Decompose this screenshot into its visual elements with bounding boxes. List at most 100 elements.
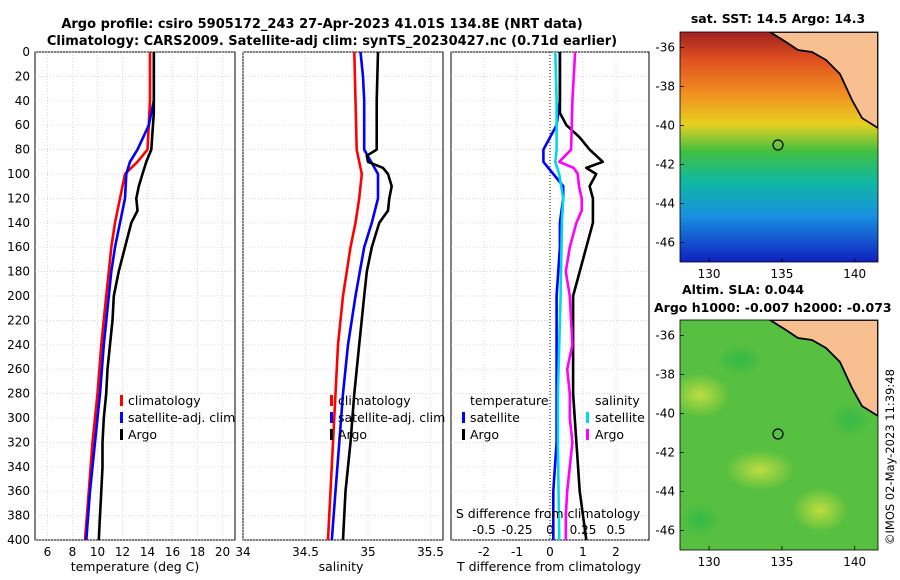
s-difference-tick-label: -0.5 [472, 523, 495, 537]
legend-title-salinity: salinity [595, 393, 640, 408]
salinity-legend: climatology satellite-adj. clim Argo [330, 393, 445, 442]
profile-series [83, 51, 605, 541]
legend-swatch-climatology [330, 395, 333, 406]
x-axes: 6 8 10 12 14 16 18 20 34 34.5 35 35.5 -2 -1 0 1 2-0.5 -0.… [44, 523, 626, 559]
difference-tick-label: -2 [478, 545, 490, 559]
temperature-tick-label: 20 [215, 545, 230, 559]
s-difference-tick-label: 0.5 [606, 523, 625, 537]
sla-anomaly [715, 344, 765, 376]
depth-tick-label: 400 [7, 533, 30, 547]
depth-tick-label: 100 [7, 167, 30, 181]
legend-label-t-satellite: satellite [470, 410, 520, 425]
figure-title-line1: Argo profile: csiro 5905172_243 27-Apr-2… [61, 17, 582, 32]
depth-tick-label: 0 [22, 45, 30, 59]
sla-anomaly [680, 373, 730, 417]
legend-swatch-satellite-adj [120, 412, 123, 423]
map-lon-tick-label: 135 [770, 555, 793, 569]
depth-axis: 0 20 40 60 80 100 120 140 160 180 200 220 240 260 280 3… [7, 45, 30, 547]
depth-tick-label: 340 [7, 460, 30, 474]
difference-tick-label: -1 [511, 545, 523, 559]
difference-tick-label: 1 [579, 545, 587, 559]
legend-swatch-argo [120, 429, 123, 440]
salinity-tick-label: 34.5 [292, 545, 319, 559]
sst-map-title: sat. SST: 14.5 Argo: 14.3 [691, 11, 865, 26]
map-lat-tick-label: -46 [655, 524, 675, 538]
sla-map-axes: -36 -38 -40 -42 -44 -46 130 135 140 [655, 329, 866, 569]
legend-swatch-t-satellite [462, 412, 465, 423]
depth-tick-label: 160 [7, 240, 30, 254]
map-lon-tick-label: 140 [843, 267, 866, 281]
depth-tick-label: 280 [7, 387, 30, 401]
difference-salinity-argo-line [557, 51, 584, 540]
map-lat-tick-label: -44 [655, 197, 675, 211]
salinity-tick-label: 35 [360, 545, 375, 559]
difference-salinity-satellite-line [553, 51, 565, 541]
depth-tick-label: 380 [7, 509, 30, 523]
salinity-tick-label: 34 [235, 545, 250, 559]
sla-map-frame [679, 319, 879, 551]
map-lat-tick-label: -46 [655, 236, 675, 250]
legend-swatch-climatology [120, 395, 123, 406]
map-lat-tick-label: -36 [655, 41, 675, 55]
salinity-tick-label: 35.5 [417, 545, 444, 559]
sla-anomaly [725, 450, 795, 490]
sst-land [768, 32, 878, 130]
temperature-tick-label: 8 [69, 545, 77, 559]
sla-land [768, 320, 878, 418]
temperature-argo-line [97, 52, 156, 541]
map-lat-tick-label: -40 [655, 119, 675, 133]
depth-tick-label: 320 [7, 435, 30, 449]
depth-tick-label: 140 [7, 216, 30, 230]
difference-xlabel-top: S difference from climatology [456, 506, 641, 521]
legend-label-argo: Argo [128, 427, 157, 442]
legend-swatch-s-argo [586, 429, 589, 440]
map-lat-tick-label: -38 [655, 80, 675, 94]
sla-anomaly [792, 488, 848, 532]
legend-title-temperature: temperature [470, 393, 549, 408]
map-lon-tick-label: 130 [698, 555, 721, 569]
sla-anomaly [828, 402, 872, 438]
map-lon-tick-label: 135 [770, 267, 793, 281]
map-lat-tick-label: -42 [655, 446, 675, 460]
depth-tick-label: 80 [15, 143, 30, 157]
depth-tick-label: 40 [15, 94, 30, 108]
sla-float-marker [772, 428, 784, 440]
depth-tick-label: 60 [15, 118, 30, 132]
legend-label-satellite-adj: satellite-adj. clim [128, 410, 235, 425]
temperature-legend: climatology satellite-adj. clim Argo [120, 393, 235, 442]
map-lon-tick-label: 140 [843, 555, 866, 569]
depth-tick-label: 360 [7, 484, 30, 498]
sst-map [680, 32, 878, 262]
legend-label-climatology: climatology [338, 393, 411, 408]
temperature-tick-label: 12 [115, 545, 130, 559]
legend-label-s-satellite: satellite [595, 410, 645, 425]
sla-map-title-line2: Argo h1000: -0.007 h2000: -0.073 [654, 300, 892, 315]
depth-tick-label: 300 [7, 411, 30, 425]
legend-label-t-argo: Argo [470, 427, 499, 442]
temperature-satellite-adj-clim-line [85, 52, 156, 541]
legend-swatch-satellite-adj [330, 412, 333, 423]
figure-title-line2: Climatology: CARS2009. Satellite-adj cli… [47, 34, 617, 49]
map-lat-tick-label: -40 [655, 407, 675, 421]
legend-label-s-argo: Argo [595, 427, 624, 442]
salinity-satellite-adj-clim-line [330, 51, 380, 541]
legend-label-argo: Argo [338, 427, 367, 442]
depth-tick-label: 20 [15, 69, 30, 83]
temperature-tick-label: 6 [44, 545, 52, 559]
map-lat-tick-label: -38 [655, 368, 675, 382]
sla-map [680, 320, 878, 550]
sst-map-frame [679, 31, 879, 263]
sla-anomaly [680, 502, 720, 538]
legend-swatch-t-argo [462, 429, 465, 440]
temperature-tick-label: 10 [90, 545, 105, 559]
temperature-xlabel: temperature (deg C) [71, 559, 200, 574]
salinity-xlabel: salinity [319, 559, 364, 574]
salinity-argo-line [341, 51, 394, 541]
depth-tick-label: 220 [7, 313, 30, 327]
s-difference-tick-label: 0.25 [570, 523, 597, 537]
legend-label-climatology: climatology [128, 393, 201, 408]
map-lat-tick-label: -44 [655, 485, 675, 499]
difference-legend: temperature satellite Argo salinity sate… [462, 393, 645, 442]
legend-label-satellite-adj: satellite-adj. clim [338, 410, 445, 425]
